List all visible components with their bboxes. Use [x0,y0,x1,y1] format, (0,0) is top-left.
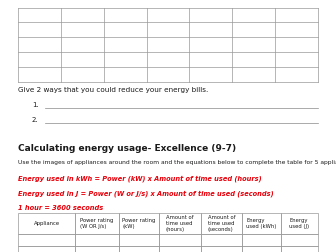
Bar [18,213,75,234]
Text: 1 hour = 3600 seconds: 1 hour = 3600 seconds [18,205,104,211]
Bar [159,213,201,234]
Bar [159,234,201,246]
Bar [75,213,119,234]
Bar [119,234,159,246]
Text: Give 2 ways that you could reduce your energy bills.: Give 2 ways that you could reduce your e… [18,87,209,93]
Text: Amount of
time used
(seconds): Amount of time used (seconds) [208,215,235,232]
Bar [201,234,242,246]
Text: Amount of
time used
(hours): Amount of time used (hours) [166,215,194,232]
Bar [75,246,119,252]
Bar [242,234,281,246]
Bar [201,213,242,234]
Bar [18,234,75,246]
Text: Power rating
(kW): Power rating (kW) [122,218,156,229]
Text: Use the images of appliances around the room and the equations below to complete: Use the images of appliances around the … [18,160,336,165]
Text: 1.: 1. [32,102,39,108]
Text: Energy
used (J): Energy used (J) [289,218,309,229]
Text: Energy used in kWh = Power (kW) x Amount of time used (hours): Energy used in kWh = Power (kW) x Amount… [18,175,262,182]
Text: Appliance: Appliance [34,221,60,226]
Text: Energy used in J = Power (W or J/s) x Amount of time used (seconds): Energy used in J = Power (W or J/s) x Am… [18,190,274,197]
Bar [281,234,318,246]
Bar [159,246,201,252]
Bar [281,246,318,252]
Bar [242,246,281,252]
Bar [75,234,119,246]
Text: 2.: 2. [32,117,39,123]
Text: Energy
used (kWh): Energy used (kWh) [246,218,277,229]
Bar [281,213,318,234]
Bar [242,213,281,234]
Bar [119,213,159,234]
Bar [119,246,159,252]
Text: Calculating energy usage- Excellence (9-7): Calculating energy usage- Excellence (9-… [18,144,237,153]
Bar [201,246,242,252]
Bar [18,246,75,252]
Text: Power rating
(W OR J/s): Power rating (W OR J/s) [80,218,114,229]
